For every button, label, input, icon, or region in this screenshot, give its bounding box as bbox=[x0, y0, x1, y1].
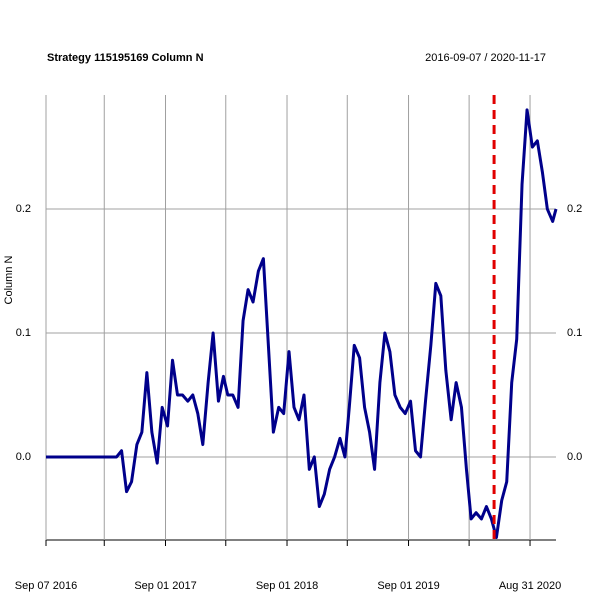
x-tick-label: Sep 01 2019 bbox=[377, 580, 439, 592]
y-tick-label-right: 0.0 bbox=[567, 451, 582, 463]
chart-subtitle: 2016-09-07 / 2020-11-17 bbox=[425, 52, 546, 64]
chart-title: Strategy 115195169 Column N bbox=[47, 52, 204, 64]
y-tick-label: 0.0 bbox=[16, 451, 31, 463]
y-axis-label: Column N bbox=[3, 255, 15, 304]
y-tick-label: 0.2 bbox=[16, 203, 31, 215]
x-tick-label: Aug 31 2020 bbox=[499, 580, 561, 592]
y-tick-label-right: 0.2 bbox=[567, 203, 582, 215]
series-line bbox=[46, 108, 558, 540]
y-tick-label: 0.1 bbox=[16, 327, 31, 339]
x-tick-label: Sep 01 2017 bbox=[134, 580, 196, 592]
x-tick-label: Sep 07 2016 bbox=[15, 580, 77, 592]
x-tick-label: Sep 01 2018 bbox=[256, 580, 318, 592]
y-tick-label-right: 0.1 bbox=[567, 327, 582, 339]
